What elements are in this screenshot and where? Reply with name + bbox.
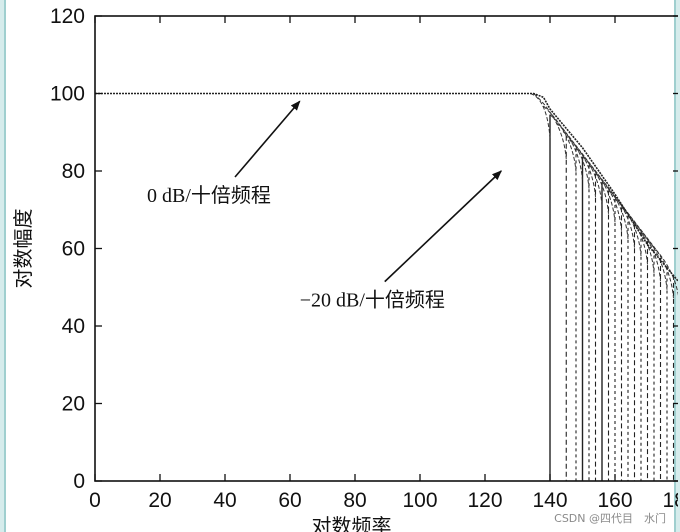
knee-curve — [562, 131, 596, 197]
knee-curve — [569, 139, 603, 206]
knee-curve — [530, 93, 551, 138]
x-tick-label: 20 — [148, 489, 171, 512]
x-tick-label: 40 — [213, 489, 236, 512]
plot-frame — [94, 15, 678, 482]
y-tick-label: 20 — [62, 393, 85, 416]
watermark: CSDN @四代目 水门 — [554, 512, 666, 525]
knee-curve — [549, 114, 583, 181]
y-tick-label: 0 — [73, 470, 85, 493]
x-tick-label: 140 — [532, 489, 567, 512]
y-axis-title: 对数幅度 — [11, 209, 35, 289]
x-tick-label: 160 — [597, 489, 632, 512]
knee-curve — [582, 156, 616, 223]
annotations: 0 dB/十倍频程 −20 dB/十倍频程 — [147, 100, 502, 312]
knee-curve — [575, 147, 609, 214]
x-axis-title: 对数频率 — [312, 514, 392, 532]
frequency-response-chart: 020406080100120140160180020406080100120 … — [11, 5, 678, 532]
x-tick-label: 120 — [467, 489, 502, 512]
y-tick-label: 40 — [62, 315, 85, 338]
y-tick-label: 60 — [62, 238, 85, 261]
knee-curve — [627, 215, 661, 282]
annotation-arrow — [234, 100, 301, 178]
annotation-label: 0 dB/十倍频程 — [147, 184, 271, 207]
annotation-arrow — [384, 170, 502, 283]
response-line — [95, 92, 678, 283]
x-tick-label: 0 — [89, 489, 101, 512]
x-tick-label: 180 — [662, 489, 678, 512]
y-tick-label: 100 — [50, 83, 85, 106]
axis-ticks: 0 20 40 60 80 100 120 140 160 180 0 20 40 60 80 100 120 — [50, 5, 678, 512]
knee-curve — [614, 198, 648, 265]
knee-curve — [640, 232, 674, 299]
knee-curve — [556, 122, 590, 189]
knee-curve — [543, 105, 577, 172]
x-tick-label: 60 — [278, 489, 301, 512]
annotation-label: −20 dB/十倍频程 — [300, 289, 445, 312]
x-tick-label: 100 — [402, 489, 437, 512]
knee-curve — [601, 181, 635, 248]
knee-curve — [634, 223, 668, 290]
y-tick-label: 120 — [50, 5, 85, 28]
x-tick-label: 80 — [343, 489, 366, 512]
knee-curve — [588, 164, 622, 231]
plot-area — [95, 92, 678, 481]
knee-curve — [595, 173, 629, 240]
figure-page: 020406080100120140160180020406080100120 … — [4, 0, 678, 532]
y-tick-label: 80 — [62, 160, 85, 183]
